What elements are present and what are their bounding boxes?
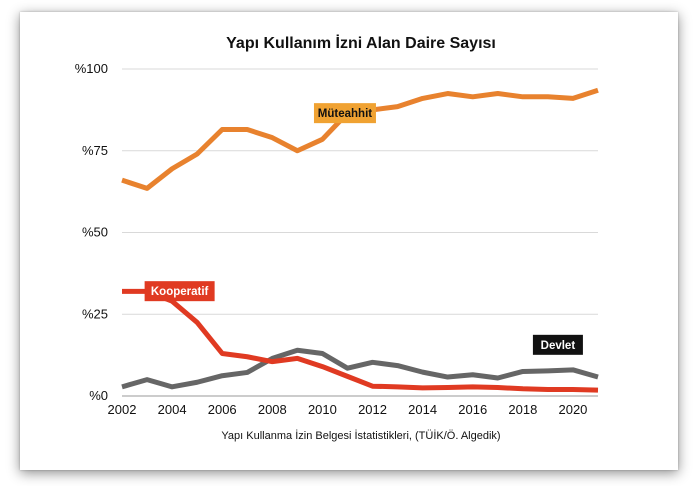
x-tick-label: 2014 bbox=[408, 402, 437, 417]
series-label-box bbox=[532, 334, 583, 355]
x-tick-label: 2004 bbox=[158, 402, 187, 417]
x-tick-label: 2018 bbox=[508, 402, 537, 417]
series-label-text: Kooperatif bbox=[151, 286, 209, 298]
x-tick-label: 2006 bbox=[208, 402, 237, 417]
x-axis-ticks: 2002 2004 2006 2008 2010 2012 2014 2016 2018 2020 bbox=[108, 402, 588, 417]
series-line-kooperatif bbox=[122, 288, 599, 393]
series-label-devlet: Devlet bbox=[532, 334, 583, 355]
chart-card: Yapı Kullanım İzni Alan Daire Sayısı %0%… bbox=[20, 12, 678, 470]
x-tick-label: 2012 bbox=[358, 402, 387, 417]
y-tick-label: %75 bbox=[82, 143, 108, 158]
source-note: Yapı Kullanma İzin Belgesi İstatistikler… bbox=[221, 429, 500, 442]
x-tick-label: 2020 bbox=[558, 402, 587, 417]
y-tick-label: %50 bbox=[82, 225, 108, 240]
line-chart: Yapı Kullanım İzni Alan Daire Sayısı %0%… bbox=[75, 34, 599, 442]
series-labels: Müteahhit Kooperatif Devlet bbox=[144, 103, 583, 355]
series-line-devlet bbox=[121, 347, 599, 390]
series-label-box bbox=[313, 103, 376, 124]
chart-title: Yapı Kullanım İzni Alan Daire Sayısı bbox=[226, 34, 496, 52]
y-tick-label: %25 bbox=[82, 306, 108, 321]
x-tick-label: 2010 bbox=[308, 402, 337, 417]
series-label-text: Devlet bbox=[541, 340, 576, 352]
x-tick-label: 2008 bbox=[258, 402, 287, 417]
series-label-box bbox=[144, 281, 215, 302]
series-label-kooperatif: Kooperatif bbox=[144, 281, 215, 302]
y-tick-label: %100 bbox=[75, 61, 108, 76]
series-label-text: Müteahhit bbox=[318, 108, 372, 120]
x-tick-label: 2002 bbox=[108, 402, 137, 417]
series-label-mteahhit: Müteahhit bbox=[313, 103, 376, 124]
x-tick-label: 2016 bbox=[458, 402, 487, 417]
y-axis-ticks: %0 %25 %50 %75 %100 bbox=[75, 61, 108, 403]
series-lines bbox=[121, 87, 599, 393]
y-tick-label: %0 bbox=[89, 388, 108, 403]
